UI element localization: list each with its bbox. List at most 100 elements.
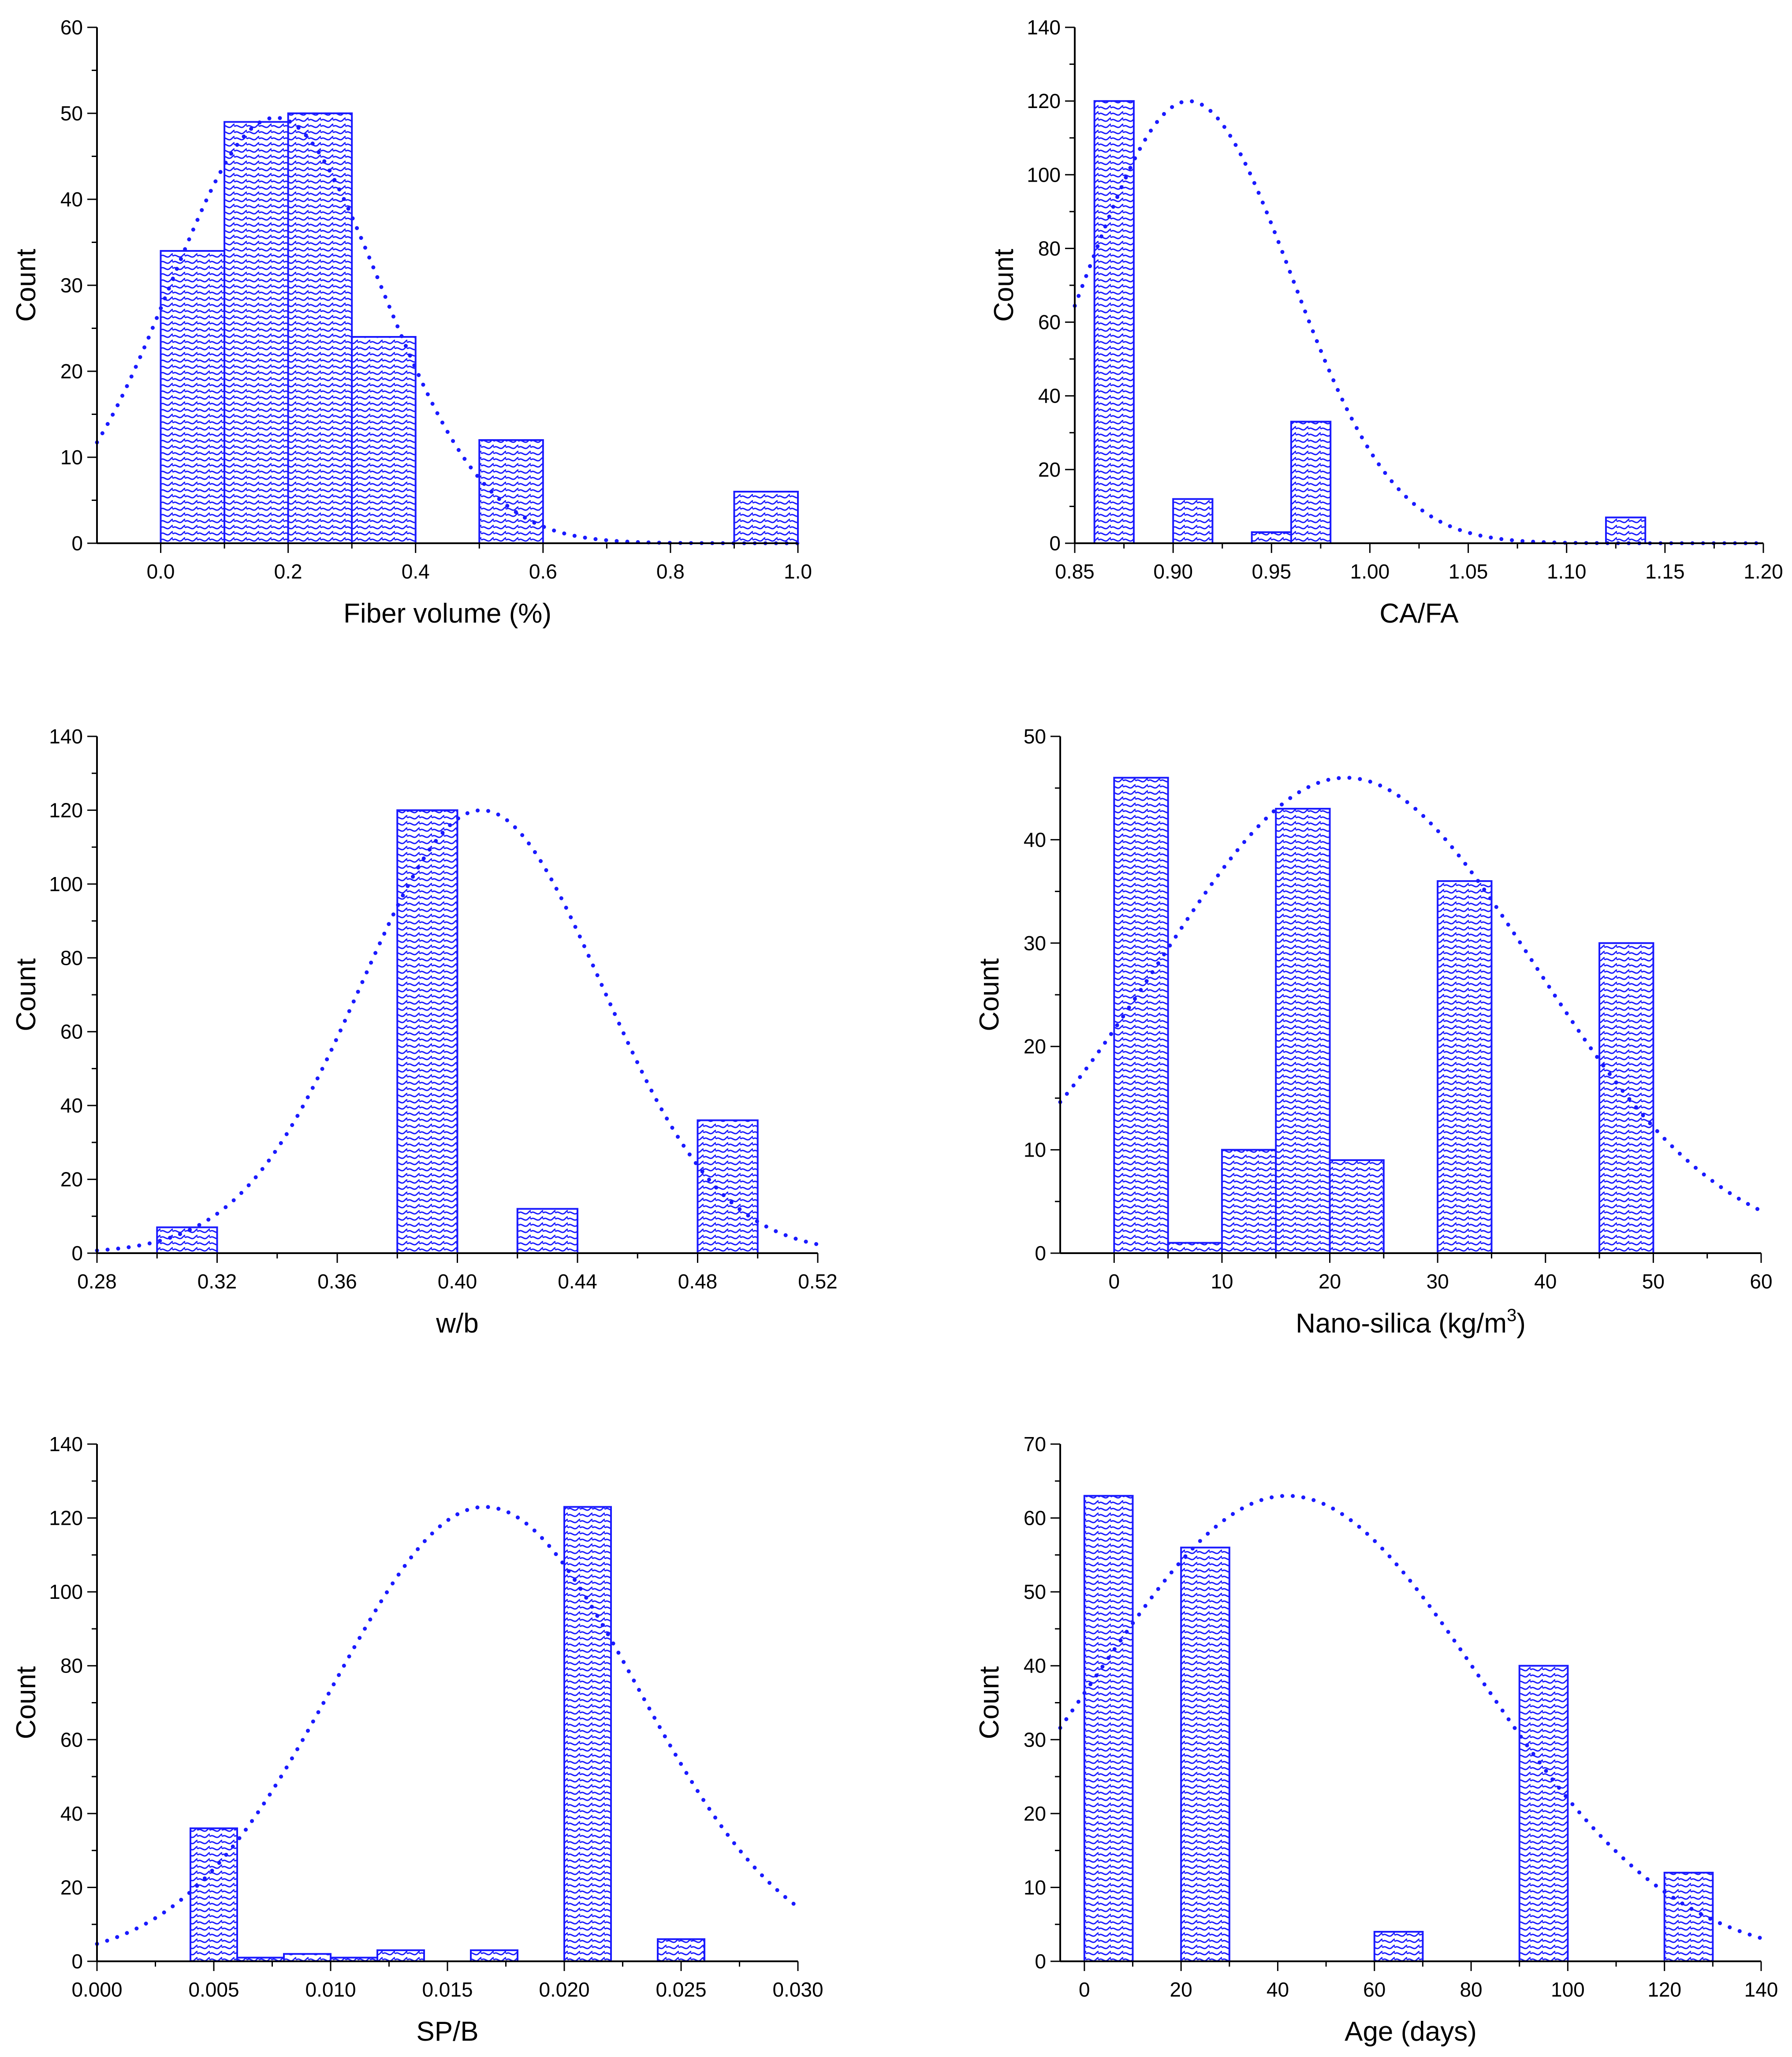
y-tick-label: 50 bbox=[1024, 1580, 1046, 1603]
histogram-bar bbox=[1083, 1495, 1134, 1962]
y-tick-label: 50 bbox=[60, 102, 83, 125]
y-tick-label: 0 bbox=[71, 532, 83, 555]
y-tick-label: 40 bbox=[1038, 385, 1061, 407]
x-axis-title: w/b bbox=[436, 1308, 478, 1339]
y-axis-title: Count bbox=[974, 1666, 1005, 1739]
x-axis-title: SP/B bbox=[416, 2016, 478, 2047]
histogram-panel: 0.28 0.32 0.36 0.40 0.44 0.48 0.52 0 20 40 60 80 100… bbox=[11, 725, 838, 1339]
histogram-panel: 0.000 0.005 0.010 0.015 0.020 0.025 0.030 0 20 40… bbox=[11, 1433, 823, 2047]
x-axis-title: Nano-silica (kg/m3) bbox=[1296, 1306, 1526, 1339]
x-tick-label: 0.0 bbox=[147, 560, 175, 583]
histogram-bar bbox=[1275, 808, 1331, 1254]
histogram-bar bbox=[1437, 880, 1493, 1254]
y-tick-label: 0 bbox=[71, 1242, 83, 1265]
x-tick-label: 20 bbox=[1319, 1270, 1341, 1293]
x-tick-label: 100 bbox=[1551, 1978, 1585, 2001]
y-tick-label: 10 bbox=[60, 446, 83, 469]
y-tick-label: 20 bbox=[1024, 1035, 1046, 1058]
x-tick-label: 10 bbox=[1211, 1270, 1233, 1293]
x-axis-title-suffix: ) bbox=[1516, 1308, 1526, 1339]
normal-fit-curve bbox=[1058, 1493, 1763, 1940]
histogram-bar bbox=[470, 1949, 518, 1962]
x-tick-label: 0.030 bbox=[772, 1978, 823, 2001]
x-tick-label: 0.85 bbox=[1055, 560, 1095, 583]
x-tick-label: 60 bbox=[1363, 1978, 1386, 2001]
histogram-panel: 0.85 0.90 0.95 1.00 1.05 1.10 1.15 1.20 0 20 40 60 8… bbox=[989, 16, 1783, 629]
y-tick-label: 40 bbox=[60, 1094, 83, 1117]
histogram-bar bbox=[657, 1938, 705, 1962]
histogram-bar bbox=[478, 439, 544, 544]
histogram-panel: 0.0 0.2 0.4 0.6 0.8 1.0 0 10 20 30 40 50 60 Fiber vol… bbox=[11, 16, 812, 629]
x-tick-label: 60 bbox=[1750, 1270, 1772, 1293]
x-tick-label: 1.15 bbox=[1645, 560, 1685, 583]
y-tick-label: 40 bbox=[60, 1802, 83, 1825]
histogram-bar bbox=[396, 809, 458, 1254]
y-tick-label: 30 bbox=[1024, 1728, 1046, 1751]
x-tick-label: 30 bbox=[1427, 1270, 1449, 1293]
histogram-bar bbox=[1172, 498, 1214, 544]
x-tick-label: 0.36 bbox=[317, 1270, 357, 1293]
y-tick-label: 80 bbox=[1038, 237, 1061, 260]
x-tick-label: 0 bbox=[1109, 1270, 1120, 1293]
histogram-bar bbox=[1329, 1159, 1385, 1254]
y-tick-label: 20 bbox=[60, 1876, 83, 1899]
x-tick-label: 40 bbox=[1534, 1270, 1557, 1293]
y-tick-label: 20 bbox=[1024, 1802, 1046, 1825]
x-axis-title-superscript: 3 bbox=[1507, 1306, 1516, 1325]
y-tick-label: 40 bbox=[1024, 1654, 1046, 1677]
y-tick-label: 20 bbox=[1038, 458, 1061, 481]
y-tick-label: 0 bbox=[71, 1950, 83, 1973]
y-axis-title: Count bbox=[11, 958, 41, 1031]
y-tick-label: 60 bbox=[60, 16, 83, 39]
x-tick-label: 1.00 bbox=[1350, 560, 1390, 583]
y-tick-label: 120 bbox=[49, 799, 83, 821]
y-tick-label: 60 bbox=[1024, 1507, 1046, 1530]
x-tick-label: 120 bbox=[1647, 1978, 1681, 2001]
x-tick-label: 0.44 bbox=[558, 1270, 597, 1293]
x-tick-label: 40 bbox=[1267, 1978, 1289, 2001]
y-tick-label: 30 bbox=[1024, 932, 1046, 955]
histogram-bar bbox=[733, 491, 799, 544]
y-tick-label: 0 bbox=[1035, 1242, 1046, 1265]
y-axis-title: Count bbox=[989, 249, 1019, 321]
y-tick-label: 30 bbox=[60, 274, 83, 297]
histogram-bar bbox=[190, 1827, 238, 1963]
x-tick-label: 140 bbox=[1744, 1978, 1778, 2001]
y-tick-label: 50 bbox=[1024, 725, 1046, 748]
x-axis-title: Age (days) bbox=[1345, 2016, 1477, 2047]
y-tick-label: 140 bbox=[49, 1433, 83, 1456]
histogram-bar bbox=[563, 1506, 612, 1963]
histogram-bar bbox=[376, 1949, 425, 1962]
histogram-bar bbox=[1518, 1665, 1569, 1963]
x-tick-label: 0.000 bbox=[71, 1978, 122, 2001]
y-tick-label: 20 bbox=[60, 360, 83, 383]
x-tick-label: 0.6 bbox=[529, 560, 557, 583]
y-tick-label: 60 bbox=[1038, 311, 1061, 334]
x-tick-label: 1.10 bbox=[1547, 560, 1587, 583]
y-tick-label: 40 bbox=[1024, 828, 1046, 851]
x-tick-label: 1.05 bbox=[1449, 560, 1488, 583]
normal-fit-curve bbox=[95, 1504, 800, 1946]
y-tick-label: 100 bbox=[49, 873, 83, 896]
x-tick-label: 0.025 bbox=[656, 1978, 706, 2001]
x-tick-label: 0.48 bbox=[678, 1270, 718, 1293]
histogram-bar bbox=[1167, 1242, 1223, 1254]
histogram-bar bbox=[283, 1953, 332, 1962]
y-tick-label: 60 bbox=[60, 1728, 83, 1751]
y-tick-label: 120 bbox=[49, 1507, 83, 1530]
histogram-panel: 0 10 20 30 40 50 60 0 10 20 30 40 50 Nano-silica (kg/… bbox=[974, 725, 1773, 1339]
histogram-bar bbox=[160, 250, 226, 544]
y-axis-title: Count bbox=[974, 958, 1005, 1031]
histogram-bar bbox=[1180, 1546, 1230, 1963]
y-axis-title: Count bbox=[11, 249, 41, 321]
x-tick-label: 0.90 bbox=[1153, 560, 1193, 583]
x-tick-label: 1.20 bbox=[1744, 560, 1783, 583]
y-axis-title: Count bbox=[11, 1666, 41, 1739]
y-tick-label: 100 bbox=[1027, 163, 1061, 186]
y-tick-label: 80 bbox=[60, 946, 83, 969]
histogram-bar bbox=[287, 112, 353, 544]
histogram-bar bbox=[224, 121, 289, 544]
normal-fit-curve bbox=[1073, 99, 1766, 545]
x-tick-label: 0.020 bbox=[539, 1978, 589, 2001]
